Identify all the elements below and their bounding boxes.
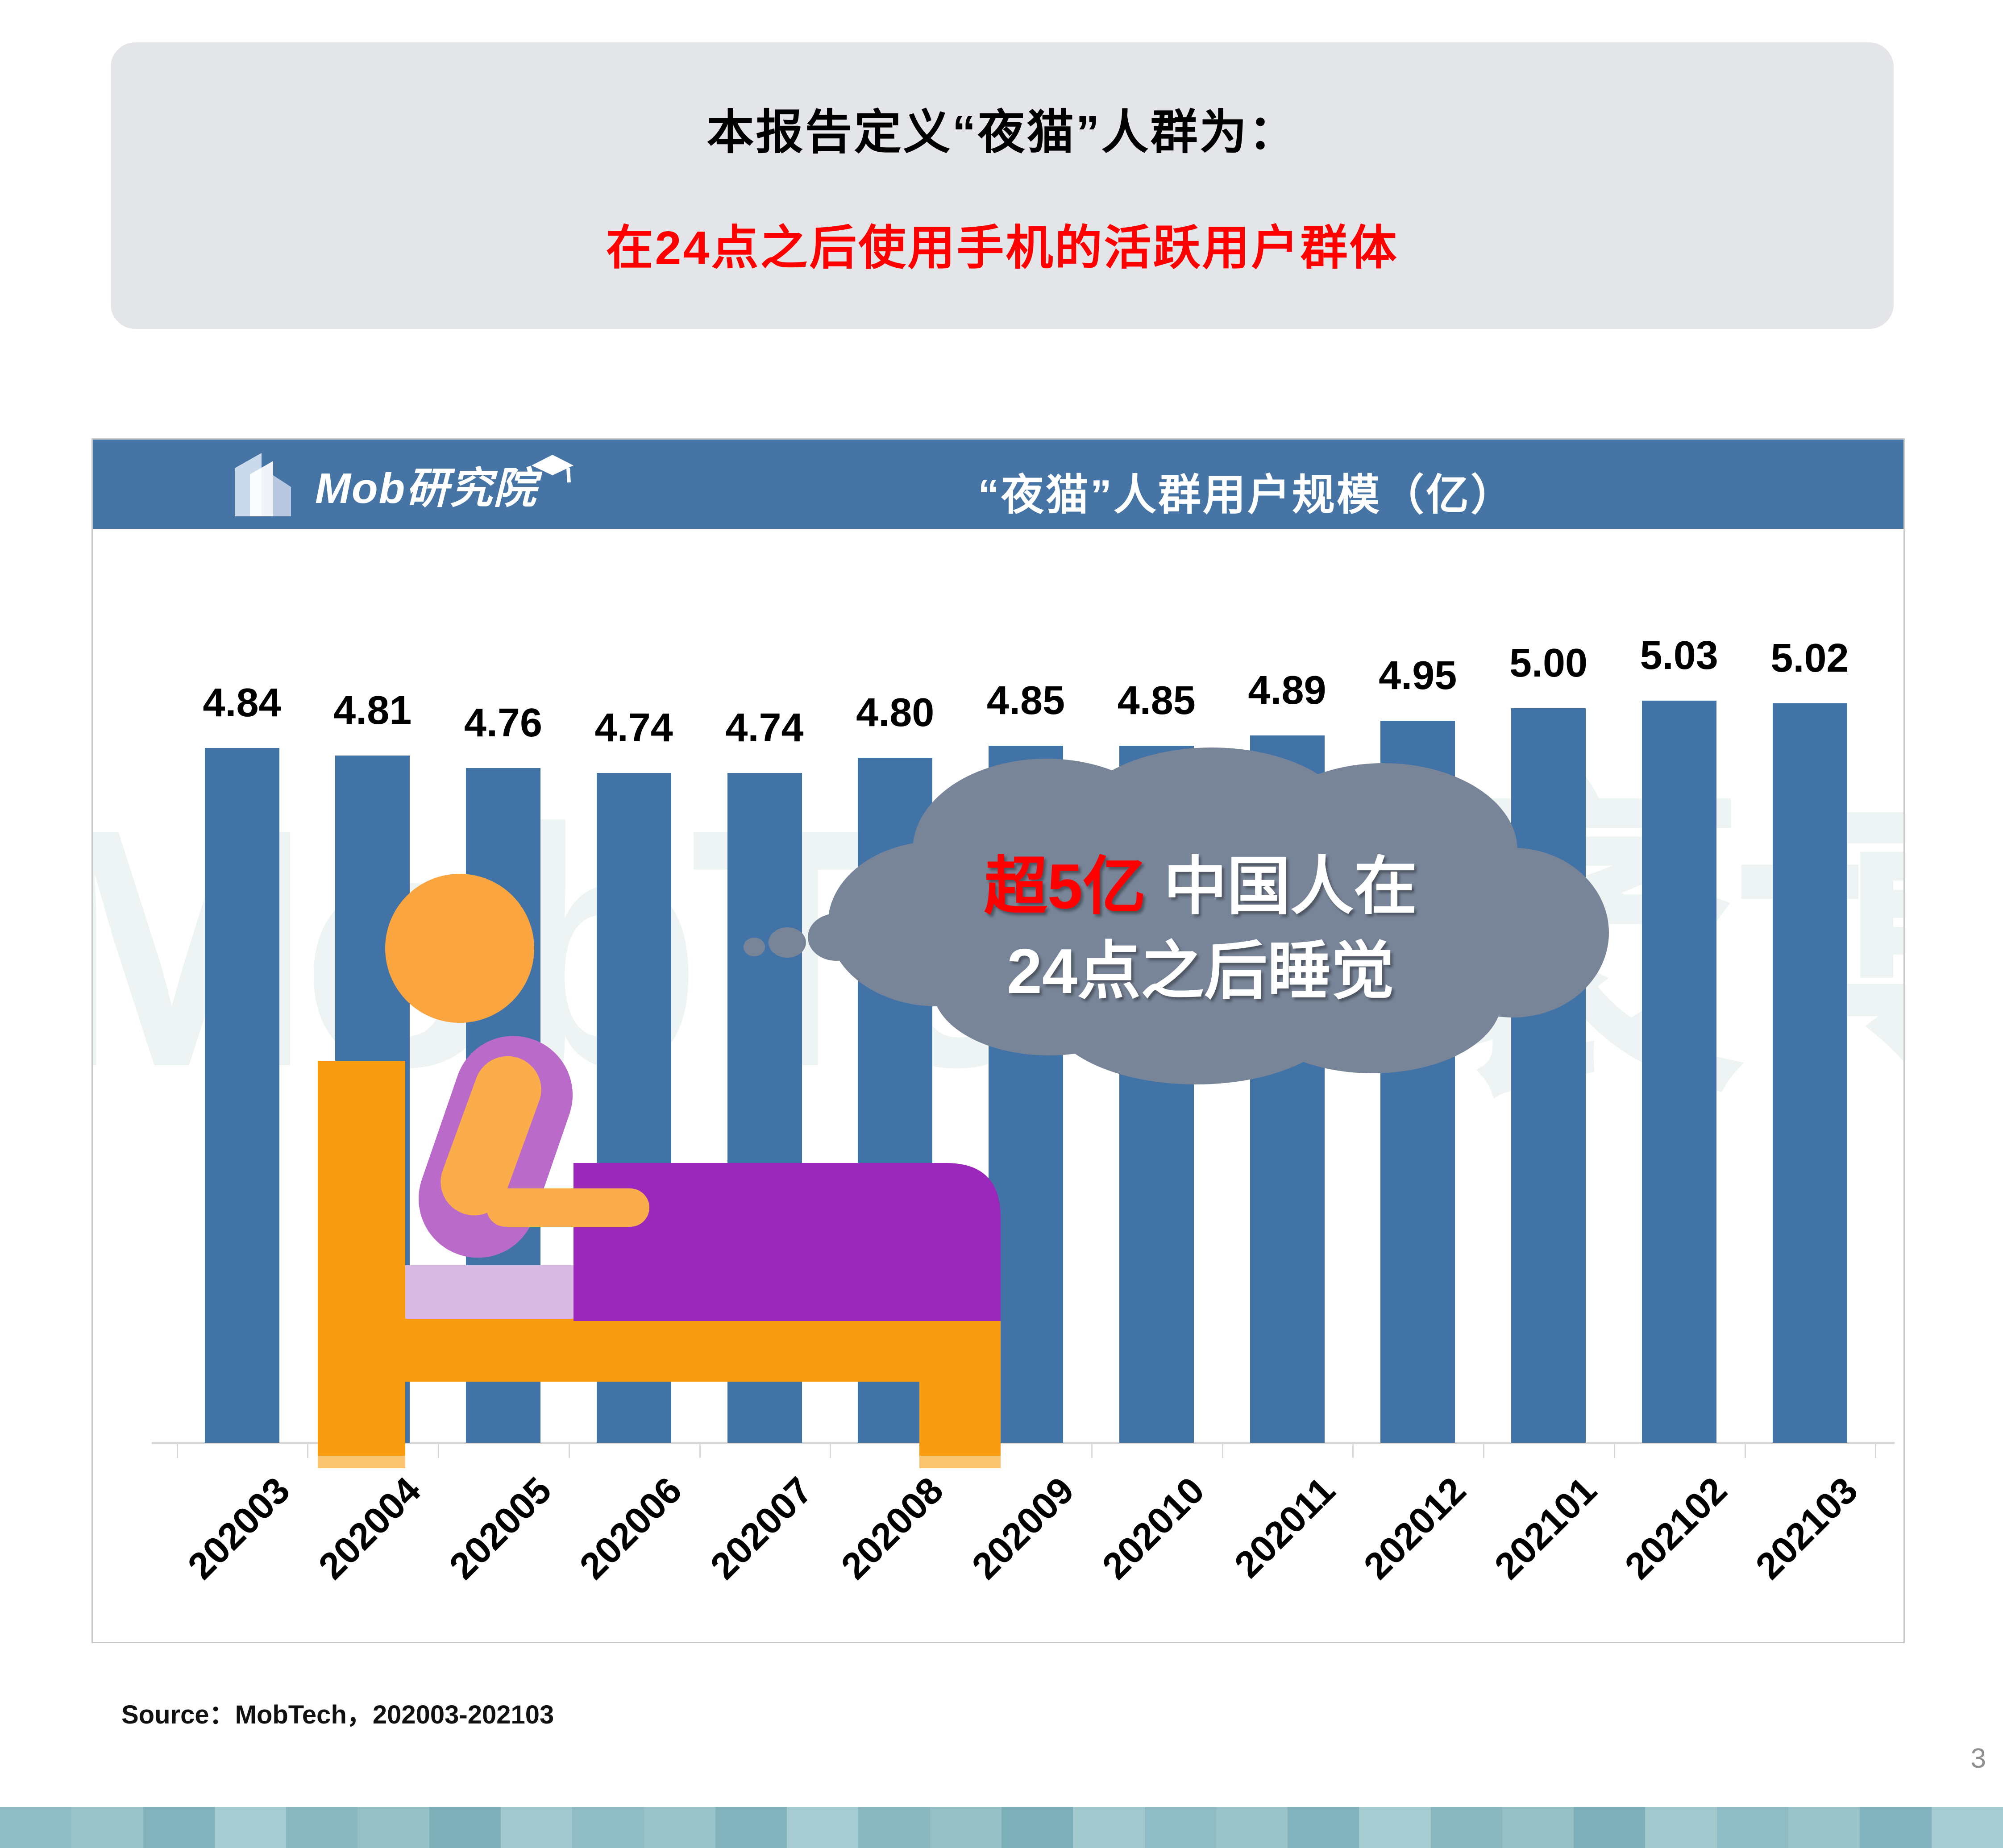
- x-axis-tick: [1483, 1443, 1485, 1458]
- x-axis-tick: [1875, 1443, 1877, 1458]
- bar-value-label: 5.02: [1770, 636, 1849, 681]
- footer-segment: [143, 1807, 215, 1848]
- footer-segment: [858, 1807, 930, 1848]
- footer-segment: [1645, 1807, 1717, 1848]
- mob-research-logo: Mob研究院: [227, 449, 582, 519]
- x-axis-label: 202102: [1617, 1469, 1735, 1587]
- bar-value-label: 4.74: [594, 706, 673, 750]
- footer-segment: [500, 1807, 573, 1848]
- footer-segment: [1359, 1807, 1431, 1848]
- bar-202003: [204, 748, 279, 1443]
- footer-segment: [1788, 1807, 1860, 1848]
- x-axis-label: 202004: [310, 1469, 428, 1587]
- bar-value-label: 4.84: [203, 681, 281, 725]
- bar-202005: [466, 768, 540, 1443]
- x-axis-label: 202003: [179, 1469, 298, 1587]
- bar-value-label: 4.76: [464, 701, 543, 745]
- footer-segment: [715, 1807, 787, 1848]
- x-axis-tick: [438, 1443, 440, 1458]
- bar-value-label: 4.80: [856, 690, 935, 735]
- chart-header-bar: Mob研究院 “夜猫”人群用户规模（亿）: [93, 440, 1903, 529]
- x-axis-tick: [830, 1443, 831, 1458]
- footer-segment: [0, 1807, 72, 1848]
- x-axis-label: 202012: [1355, 1469, 1474, 1587]
- footer-segment: [930, 1807, 1002, 1848]
- bar-202008: [858, 758, 933, 1443]
- x-axis-tick: [1352, 1443, 1354, 1458]
- footer-segment: [1144, 1807, 1216, 1848]
- graduation-cap-icon: [532, 455, 574, 483]
- x-axis-label: 202005: [440, 1469, 559, 1587]
- footer-segment: [1931, 1807, 2003, 1848]
- definition-title-box: 本报告定义“夜猫”人群为： 在24点之后使用手机的活跃用户群体: [111, 42, 1894, 329]
- bar-value-label: 4.85: [1117, 678, 1196, 723]
- bar-202009: [989, 746, 1063, 1443]
- x-axis-label: 202010: [1094, 1469, 1213, 1587]
- x-axis-tick: [699, 1443, 701, 1458]
- x-axis-tick: [1222, 1443, 1223, 1458]
- x-axis-label: 202101: [1486, 1469, 1604, 1587]
- bar-value-label: 4.85: [986, 678, 1065, 723]
- slide-title-line2: 在24点之后使用手机的活跃用户群体: [606, 221, 1399, 274]
- x-axis-tick: [1744, 1443, 1746, 1458]
- x-axis-label: 202006: [571, 1469, 690, 1587]
- bar-202007: [727, 773, 802, 1443]
- bar-value-label: 5.03: [1640, 633, 1718, 678]
- x-axis-tick: [1091, 1443, 1093, 1458]
- source-note: Source：MobTech，202003-202103: [121, 1700, 554, 1729]
- footer-segment: [214, 1807, 287, 1848]
- bar-202010: [1119, 746, 1194, 1443]
- x-axis-tick: [1613, 1443, 1615, 1458]
- bar-202011: [1250, 735, 1325, 1443]
- bar-value-label: 4.81: [333, 688, 412, 733]
- footer-decoration-bar: [0, 1807, 2003, 1848]
- footer-segment: [286, 1807, 358, 1848]
- logo-text: Mob研究院: [315, 464, 537, 512]
- bar-202103: [1772, 703, 1847, 1443]
- footer-segment: [1001, 1807, 1073, 1848]
- footer-segment: [429, 1807, 501, 1848]
- bar-value-label: 4.95: [1379, 653, 1457, 698]
- x-axis-line: [152, 1442, 1895, 1444]
- bar-202102: [1641, 701, 1716, 1443]
- bar-202012: [1380, 721, 1455, 1443]
- footer-segment: [1502, 1807, 1574, 1848]
- bar-202101: [1511, 708, 1586, 1443]
- footer-segment: [1574, 1807, 1646, 1848]
- x-axis-label: 202009: [963, 1469, 1082, 1587]
- bar-value-label: 5.00: [1509, 641, 1588, 685]
- x-axis-tick: [176, 1443, 178, 1458]
- x-axis-label: 202103: [1747, 1469, 1866, 1587]
- x-axis-tick: [307, 1443, 309, 1458]
- chart-title: “夜猫”人群用户规模（亿）: [978, 471, 1515, 519]
- bar-value-label: 4.74: [725, 706, 804, 750]
- bar-value-label: 4.89: [1248, 668, 1326, 713]
- page-number: 3: [1970, 1743, 1986, 1774]
- footer-segment: [357, 1807, 429, 1848]
- bar-202004: [335, 756, 410, 1443]
- x-axis-tick: [568, 1443, 570, 1458]
- footer-segment: [1430, 1807, 1502, 1848]
- footer-segment: [1860, 1807, 1932, 1848]
- building-icon: [235, 453, 291, 516]
- footer-segment: [572, 1807, 644, 1848]
- footer-segment: [1716, 1807, 1789, 1848]
- footer-segment: [71, 1807, 143, 1848]
- x-axis-label: 202008: [833, 1469, 951, 1587]
- slide-title-line1: 本报告定义“夜猫”人群为：: [706, 106, 1298, 159]
- footer-segment: [1216, 1807, 1288, 1848]
- bar-202006: [596, 773, 671, 1443]
- x-axis-label: 202011: [1226, 1469, 1343, 1586]
- footer-segment: [1288, 1807, 1359, 1848]
- footer-segment: [1073, 1807, 1145, 1848]
- footer-segment: [787, 1807, 859, 1848]
- footer-segment: [644, 1807, 715, 1848]
- x-axis-label: 202007: [702, 1469, 821, 1587]
- x-axis-tick: [960, 1443, 962, 1458]
